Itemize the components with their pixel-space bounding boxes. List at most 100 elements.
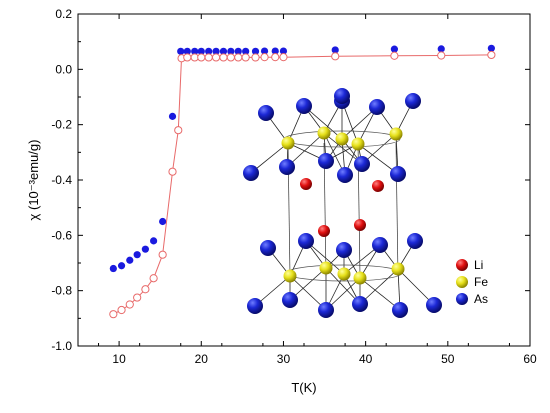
y-tick-label: -0.2 bbox=[51, 118, 72, 132]
data-point-filled bbox=[331, 46, 339, 54]
data-point-filled bbox=[271, 47, 279, 55]
as-atom bbox=[372, 237, 388, 253]
li-atom bbox=[354, 219, 366, 231]
data-point-open bbox=[234, 53, 243, 62]
as-atom bbox=[296, 98, 312, 114]
legend-label-li: Li bbox=[474, 258, 483, 272]
x-tick-label: 50 bbox=[441, 352, 455, 366]
as-atom bbox=[426, 297, 442, 313]
y-tick-label: 0.2 bbox=[55, 7, 72, 21]
as-atom bbox=[247, 298, 263, 314]
li-atom bbox=[318, 225, 330, 237]
structure-bond bbox=[286, 132, 325, 168]
fe-atom bbox=[283, 269, 297, 283]
data-point-open bbox=[437, 51, 446, 60]
data-point-open bbox=[158, 250, 167, 259]
as-atom bbox=[298, 233, 314, 249]
data-point-filled bbox=[242, 47, 250, 55]
y-tick-label: -0.8 bbox=[51, 284, 72, 298]
y-tick-label: -0.4 bbox=[51, 173, 72, 187]
structure-bond bbox=[305, 240, 345, 275]
data-point-filled bbox=[126, 256, 134, 264]
data-point-filled bbox=[212, 47, 220, 55]
data-point-filled bbox=[109, 264, 117, 273]
data-point-filled bbox=[168, 112, 177, 120]
as-atom bbox=[390, 166, 406, 182]
x-tick-label: 20 bbox=[195, 352, 209, 366]
data-point-filled bbox=[390, 45, 398, 53]
fe-atom bbox=[317, 126, 331, 140]
y-tick-label: 0.0 bbox=[55, 62, 72, 76]
data-point-open bbox=[251, 53, 260, 62]
fe-atom bbox=[337, 267, 351, 281]
data-point-filled bbox=[117, 262, 126, 270]
structure-bond bbox=[289, 275, 327, 311]
y-axis-label: χ (10⁻³emu/g) bbox=[26, 140, 41, 221]
data-point-filled bbox=[150, 237, 158, 245]
data-point-filled bbox=[227, 47, 235, 55]
data-point-filled bbox=[251, 47, 260, 55]
fe-atom bbox=[319, 261, 333, 275]
data-point-open bbox=[241, 53, 250, 62]
data-point-open bbox=[125, 300, 134, 309]
data-point-filled bbox=[205, 47, 213, 55]
as-atom bbox=[318, 302, 334, 318]
cell-edge bbox=[395, 142, 399, 277]
structure-bond bbox=[359, 268, 399, 305]
as-atom bbox=[258, 105, 274, 121]
fe-atom bbox=[281, 136, 295, 150]
legend-label-as: As bbox=[474, 292, 488, 306]
data-point-filled bbox=[133, 251, 141, 259]
as-atom bbox=[337, 167, 353, 183]
data-point-open bbox=[279, 53, 288, 62]
x-tick-label: 60 bbox=[523, 352, 537, 366]
data-point-open bbox=[260, 53, 269, 62]
as-atom bbox=[334, 88, 350, 104]
structure-bond bbox=[357, 143, 399, 175]
x-tick-label: 30 bbox=[277, 352, 291, 366]
data-point-open bbox=[331, 52, 340, 61]
data-point-open bbox=[219, 53, 228, 62]
x-tick-label: 10 bbox=[112, 352, 126, 366]
as-atom bbox=[260, 240, 276, 256]
y-tick-label: -1.0 bbox=[51, 339, 72, 353]
data-point-filled bbox=[279, 47, 288, 55]
data-point-filled bbox=[437, 45, 445, 53]
legend-label-fe: Fe bbox=[474, 275, 488, 289]
x-axis-label: T(K) bbox=[291, 380, 316, 395]
data-point-filled bbox=[183, 47, 191, 55]
data-point-open bbox=[197, 53, 206, 62]
x-tick-label: 40 bbox=[359, 352, 373, 366]
as-atom bbox=[369, 99, 385, 115]
data-point-filled bbox=[197, 47, 205, 55]
fe-atom bbox=[353, 271, 367, 285]
structure-bond bbox=[303, 105, 343, 140]
as-atom bbox=[354, 156, 370, 172]
data-point-open bbox=[204, 53, 213, 62]
li-atom bbox=[300, 178, 312, 190]
data-point-open bbox=[168, 167, 177, 176]
data-point-open bbox=[183, 53, 192, 62]
data-point-open bbox=[226, 53, 235, 62]
structure-bond bbox=[397, 268, 435, 306]
legend-marker-fe bbox=[456, 276, 468, 288]
data-point-open bbox=[117, 305, 126, 315]
as-atom bbox=[336, 242, 352, 258]
fe-atom bbox=[335, 132, 349, 146]
axes: 10 20 30 40 50 60 0.2 0.0 -0.2 -0.4 -0.6 -0.8 -1.0 bbox=[51, 7, 537, 366]
data-point-open bbox=[133, 293, 142, 302]
data-point-open bbox=[174, 126, 183, 135]
as-atom bbox=[352, 296, 368, 312]
as-atom bbox=[405, 93, 421, 109]
as-atom bbox=[407, 233, 423, 249]
data-point-open bbox=[109, 310, 118, 319]
fe-atom bbox=[351, 137, 365, 151]
data-point-filled bbox=[141, 245, 149, 253]
fe-atom bbox=[389, 127, 403, 141]
data-point-open bbox=[271, 53, 280, 62]
data-point-filled bbox=[177, 47, 185, 55]
as-atom bbox=[318, 153, 334, 169]
as-atom bbox=[279, 159, 295, 175]
data-point-filled bbox=[159, 217, 167, 226]
